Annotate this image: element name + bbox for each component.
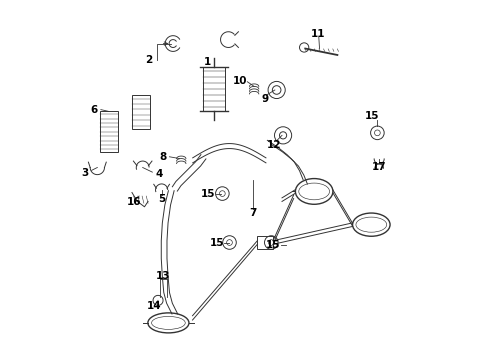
Text: 4: 4 [155,168,162,179]
Bar [203,67,225,111]
Text: 9: 9 [261,94,268,104]
Text: 2: 2 [145,55,152,65]
Text: 17: 17 [371,162,386,172]
Text: 6: 6 [90,105,97,114]
Text: 15: 15 [201,189,215,199]
Text: 5: 5 [158,194,165,203]
Bar [257,236,272,249]
Text: 11: 11 [310,28,325,39]
Text: 15: 15 [209,238,224,248]
Text: 3: 3 [81,168,88,178]
Text: 8: 8 [159,152,166,162]
Text: 14: 14 [147,301,162,311]
Text: 15: 15 [265,240,280,250]
Text: 15: 15 [364,111,379,121]
Text: 10: 10 [232,76,247,86]
Bar [100,111,118,152]
Text: 16: 16 [127,197,142,207]
Bar [131,95,150,129]
Text: 12: 12 [266,140,281,150]
Text: 13: 13 [156,271,170,281]
Text: 1: 1 [203,57,210,67]
Text: 7: 7 [249,208,257,218]
